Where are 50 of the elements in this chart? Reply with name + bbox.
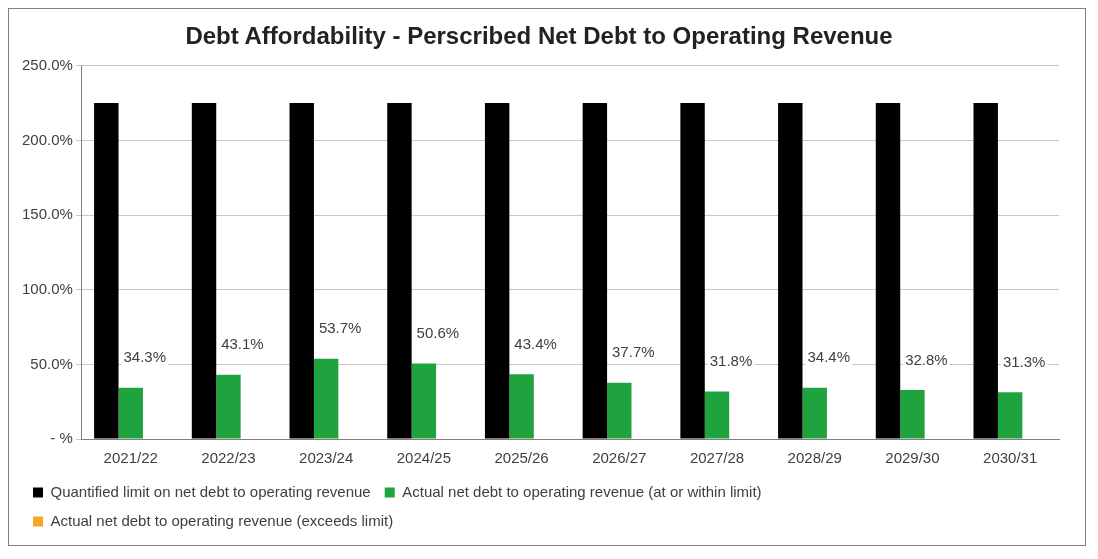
y-tick-label: 100.0% [22,279,73,297]
chart-title: Debt Affordability - Perscribed Net Debt to Operating Revenue [185,22,893,50]
y-tick-label: - % [50,429,73,447]
bar [484,103,510,439]
y-tick-label: 250.0% [22,55,73,73]
x-tick-label: 2021/22 [103,449,158,467]
x-tick-label: 2023/24 [299,449,354,467]
bar [802,387,827,439]
legend-label: Actual net debt to operating revenue (exceeds limit) [50,511,394,529]
bar [509,374,534,439]
bar [289,103,314,439]
legend-label: Quantified limit on net debt to operating revenue [50,482,371,500]
data-label: 50.6% [416,324,460,342]
bar [680,103,705,439]
x-tick-label: 2026/27 [592,449,647,467]
bar [94,103,119,439]
bar [778,103,803,439]
x-tick-label: 2029/30 [885,449,940,467]
bar [704,391,730,439]
data-label: 43.1% [221,335,264,353]
x-tick-label: 2025/26 [494,449,549,467]
data-label: 32.8% [905,350,948,368]
bar [387,103,412,439]
bar [118,387,143,439]
bar [313,358,339,439]
data-label: 34.3% [123,348,166,366]
x-tick-label: 2030/31 [983,449,1038,467]
bar [411,363,437,439]
x-tick-label: 2022/23 [201,449,256,467]
bar [582,103,608,439]
x-tick-label: 2028/29 [787,449,842,467]
data-label: 37.7% [612,343,655,361]
bar [973,103,998,439]
data-label: 34.4% [807,348,850,366]
bar [997,392,1023,439]
data-label: 31.3% [1002,352,1046,370]
bar [216,374,241,439]
bar [607,382,632,439]
legend-label: Actual net debt to operating revenue (at or within limit) [402,482,762,500]
y-tick-label: 150.0% [22,205,73,223]
bar [875,103,901,439]
data-label: 31.8% [709,352,753,370]
x-tick-label: 2024/25 [396,449,451,467]
y-tick-label: 200.0% [22,130,73,148]
x-tick-label: 2027/28 [689,449,745,467]
y-tick-label: 50.0% [30,354,73,372]
data-label: 43.4% [514,334,557,352]
bar [191,103,217,439]
bar [900,390,925,439]
data-label: 53.7% [318,319,362,337]
